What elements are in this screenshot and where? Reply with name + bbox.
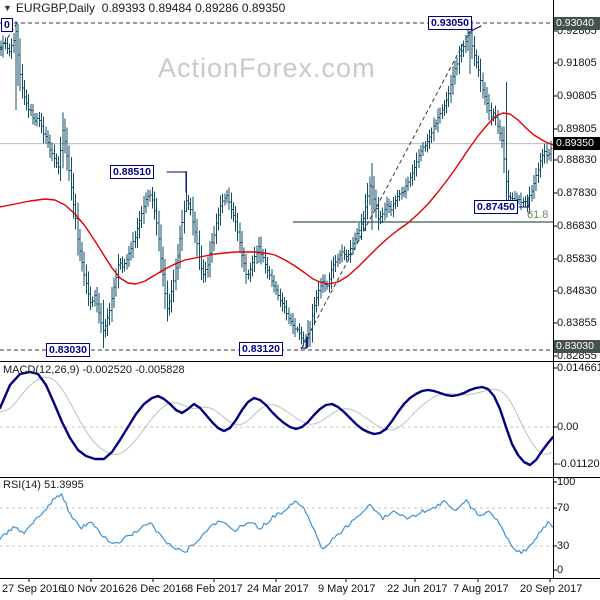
price-axis-label: 0.91805 [557,57,597,69]
price-axis-label: 0.85830 [557,253,597,265]
rsi-indicator-label: RSI(14) 51.3995 [3,479,84,491]
price-marker-box: 0.83120 [239,342,283,356]
price-marker-box: 0.83030 [46,343,90,357]
price-axis-label: 0.87830 [557,187,597,199]
date-axis-label: 9 May 2017 [318,583,376,595]
chart-title-bar: ▼ EURGBP,Daily 0.89393 0.89484 0.89286 0.… [3,1,285,15]
ohlc-readout: 0.89393 0.89484 0.89286 0.89350 [101,1,286,15]
symbol-dropdown-icon[interactable]: ▼ [3,3,12,13]
date-axis-label: 20 Sep 2017 [520,583,583,595]
symbol-period-label: EURGBP,Daily [15,1,96,15]
price-axis-label: 0.84830 [557,285,597,297]
macd-axis-label: -0.011202 [557,458,600,470]
date-axis-label: 10 Nov 2016 [62,583,125,595]
price-axis-label: 0.90805 [557,90,597,102]
price-marker-box: 0.87450 [474,200,518,214]
price-axis-label: 0.83855 [557,317,597,329]
date-axis-label: 22 Jun 2017 [387,583,448,595]
rsi-axis-label: 30 [557,540,570,552]
price-marker-box: 0.93050 [428,16,472,30]
price-axis-badge: 0.83030 [554,340,600,353]
date-axis-label: 24 Mar 2017 [247,583,309,595]
rsi-axis-label: 70 [557,502,570,514]
price-axis-label: 0.89805 [557,123,597,135]
date-axis-label: 27 Sep 2016 [2,583,65,595]
price-axis-label: 0.82855 [557,350,597,362]
price-marker-box: 0 [1,18,13,32]
actionforex-watermark: ActionForex.com [158,53,376,83]
price-axis-badge: 0.89350 [554,137,600,150]
date-axis-label: 26 Dec 2016 [125,583,188,595]
price-axis-badge: 0.93040 [554,17,600,30]
price-axis-label: 0.86830 [557,220,597,232]
price-axis-label: 0.88830 [557,154,597,166]
macd-indicator-label: MACD(12,26,9) -0.002520 -0.005828 [3,364,185,376]
rsi-axis-label: 100 [557,476,576,488]
price-marker-box: 0.88510 [110,165,154,179]
macd-axis-label: 0.00 [557,421,579,433]
fib-61-8-label: 61.8 [527,209,549,221]
macd-axis-label: 0.014661 [557,362,600,374]
rsi-axis-label: 0 [557,564,564,576]
date-axis-label: 8 Feb 2017 [187,583,243,595]
date-axis-label: 7 Aug 2017 [453,583,509,595]
